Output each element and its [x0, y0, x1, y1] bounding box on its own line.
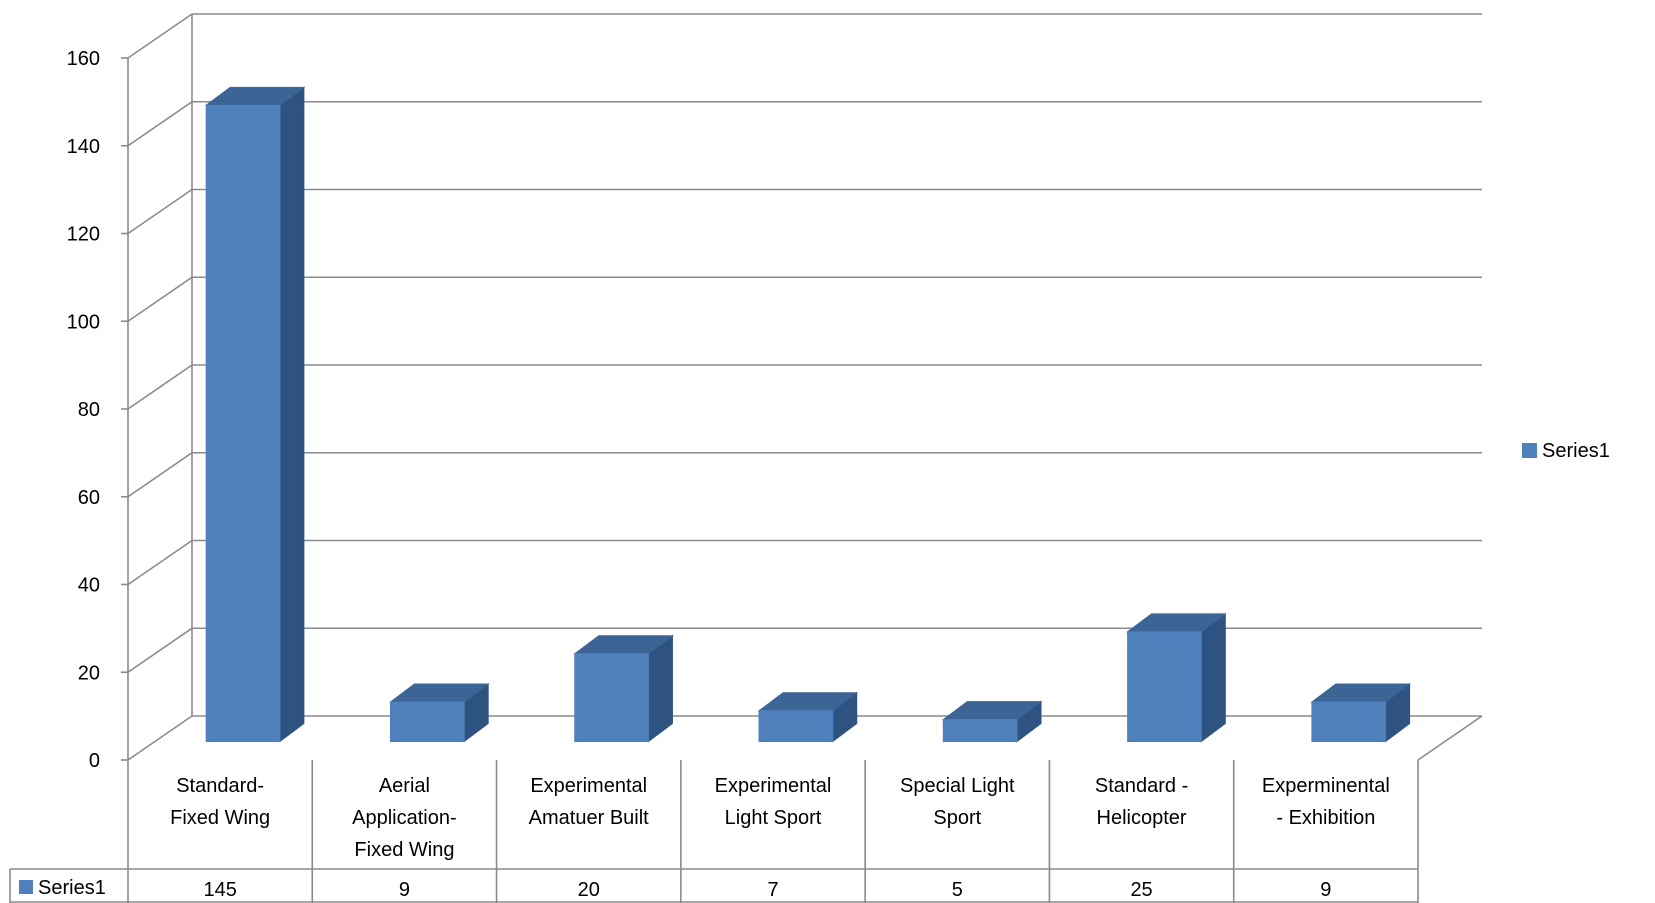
category-label-line: - Exhibition: [1276, 807, 1375, 829]
y-tick-label: 140: [67, 136, 100, 158]
legend-swatch: [1522, 443, 1537, 458]
gridline-side: [127, 539, 193, 586]
category-label: Standard- Fixed Wing: [170, 775, 270, 829]
bar-side: [279, 86, 305, 743]
category-label-line: Standard-: [176, 775, 264, 797]
y-tick-label: 40: [78, 575, 100, 597]
gridlines: [121, 13, 1483, 761]
bar-front: [942, 719, 1018, 743]
category-label-line: Experminental: [1262, 775, 1390, 797]
bar-front: [758, 710, 834, 743]
table-value: 9: [1320, 879, 1331, 901]
table-value: 5: [952, 879, 963, 901]
bar-front: [205, 104, 281, 743]
category-label: Experimental Light Sport: [715, 775, 832, 829]
table-legend-swatch: [19, 880, 33, 894]
y-tick-label: 60: [78, 487, 100, 509]
bar: [941, 700, 1043, 743]
bar-front: [389, 701, 465, 743]
category-label-line: Sport: [933, 807, 981, 829]
bar: [204, 86, 306, 743]
table-value: 145: [203, 879, 236, 901]
table-value: 20: [578, 879, 600, 901]
category-label-line: Fixed Wing: [170, 807, 270, 829]
y-tick-label: 120: [67, 224, 100, 246]
gridline-side: [127, 13, 193, 59]
table-value: 25: [1130, 879, 1152, 901]
category-label: Standard - Helicopter: [1095, 775, 1188, 829]
category-label-line: Fixed Wing: [354, 839, 454, 861]
legend-label: Series1: [1542, 440, 1610, 462]
category-label-line: Application-: [352, 807, 457, 829]
bar-side: [1200, 612, 1226, 743]
bar-front: [1127, 631, 1202, 743]
bar: [573, 634, 674, 743]
bar: [1126, 612, 1227, 743]
bar: [1310, 683, 1412, 743]
bar: [757, 691, 859, 743]
gridline-side: [127, 101, 193, 147]
category-label-line: Helicopter: [1097, 807, 1187, 829]
y-axis-ticks: 0 20 40 60 80 100 120 140 160: [67, 48, 100, 772]
y-tick-label: 160: [67, 48, 100, 70]
gridline-side: [127, 452, 193, 498]
bar-front: [574, 653, 649, 743]
bar-front: [1311, 701, 1387, 743]
gridline-side: [127, 188, 193, 235]
category-label-line: Experimental: [715, 775, 832, 797]
category-label: Aerial Application- Fixed Wing: [352, 775, 457, 861]
gridline-side: [127, 276, 193, 322]
y-tick-label: 80: [78, 399, 100, 421]
floor-right-edge: [1417, 715, 1483, 761]
category-label: Special Light Sport: [900, 775, 1015, 829]
bar: [388, 683, 490, 743]
category-label-line: Standard -: [1095, 775, 1188, 797]
bars: [204, 86, 1412, 743]
y-tick-label: 100: [67, 311, 100, 333]
gridline-side: [127, 627, 193, 673]
category-label: Experminental - Exhibition: [1262, 775, 1390, 829]
category-label: Experimental Amatuer Built: [529, 775, 649, 829]
table-value: 9: [399, 879, 410, 901]
table-value: 7: [767, 879, 778, 901]
table-row-label: Series1: [38, 877, 106, 899]
gridline-side: [127, 364, 193, 410]
y-tick-label: 20: [78, 662, 100, 684]
category-label-line: Aerial: [379, 775, 430, 797]
y-tick-label: 0: [89, 750, 100, 772]
legend: Series1: [1522, 440, 1610, 462]
category-label-line: Experimental: [530, 775, 647, 797]
category-label-line: Special Light: [900, 775, 1015, 797]
gridline-side: [127, 715, 193, 761]
category-label-line: Light Sport: [725, 807, 822, 829]
data-table: Standard- Fixed Wing Aerial Application- Fix…: [9, 760, 1419, 903]
category-label-line: Amatuer Built: [529, 807, 649, 829]
